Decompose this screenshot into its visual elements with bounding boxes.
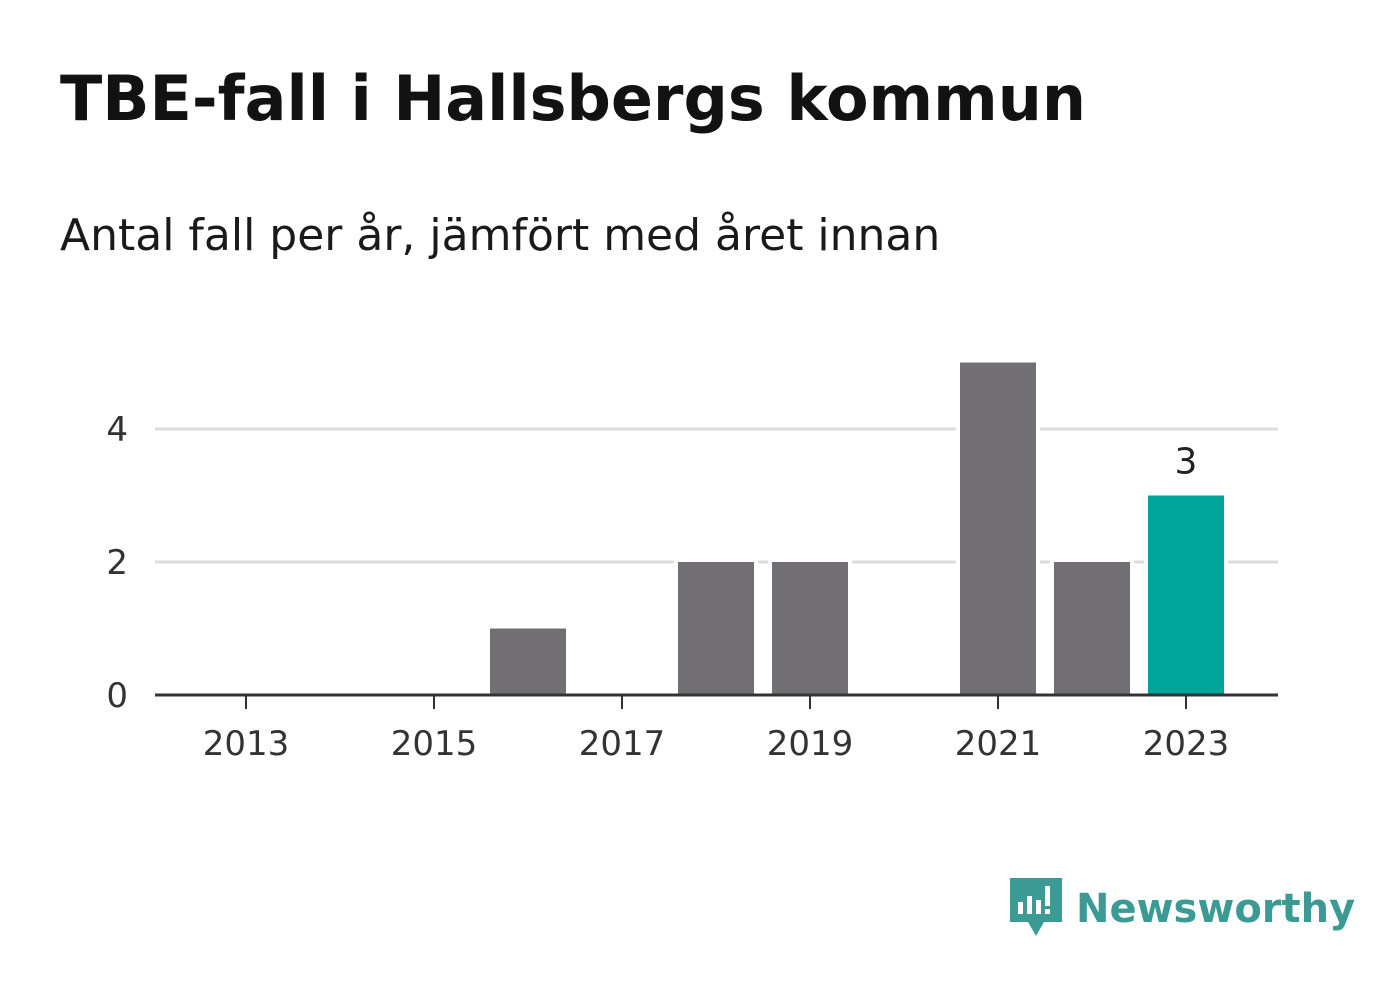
brand-name: Newsworthy bbox=[1076, 886, 1356, 932]
brand-logo: Newsworthy bbox=[1010, 878, 1355, 940]
chart-title: TBE-fall i Hallsbergs kommun bbox=[60, 62, 1087, 135]
x-tick-label: 2019 bbox=[767, 724, 854, 764]
x-tick-label: 2023 bbox=[1143, 724, 1230, 764]
bar-2021 bbox=[960, 362, 1036, 695]
y-tick-label: 4 bbox=[106, 410, 128, 450]
bar-2023 bbox=[1148, 495, 1224, 695]
x-tick-label: 2021 bbox=[955, 724, 1042, 764]
gridlines bbox=[155, 427, 1278, 564]
bar-2019 bbox=[772, 562, 848, 695]
y-tick-label: 2 bbox=[106, 543, 128, 583]
newsworthy-logo-icon bbox=[1010, 878, 1062, 936]
bar-2018 bbox=[678, 562, 754, 695]
bar-2016 bbox=[490, 628, 566, 695]
y-tick-label: 0 bbox=[106, 676, 128, 716]
bar-2022 bbox=[1054, 562, 1130, 695]
axes bbox=[155, 693, 1278, 709]
x-tick-label: 2013 bbox=[203, 724, 290, 764]
chart-subtitle: Antal fall per år, jämfört med året inna… bbox=[60, 210, 941, 261]
x-tick-label: 2015 bbox=[391, 724, 478, 764]
data-label-2023: 3 bbox=[1175, 442, 1198, 483]
bars bbox=[486, 358, 1228, 695]
labels: 0 2 4 3 2013 2015 2017 2019 2021 2023 bbox=[106, 410, 1229, 764]
x-tick-label: 2017 bbox=[579, 724, 666, 764]
